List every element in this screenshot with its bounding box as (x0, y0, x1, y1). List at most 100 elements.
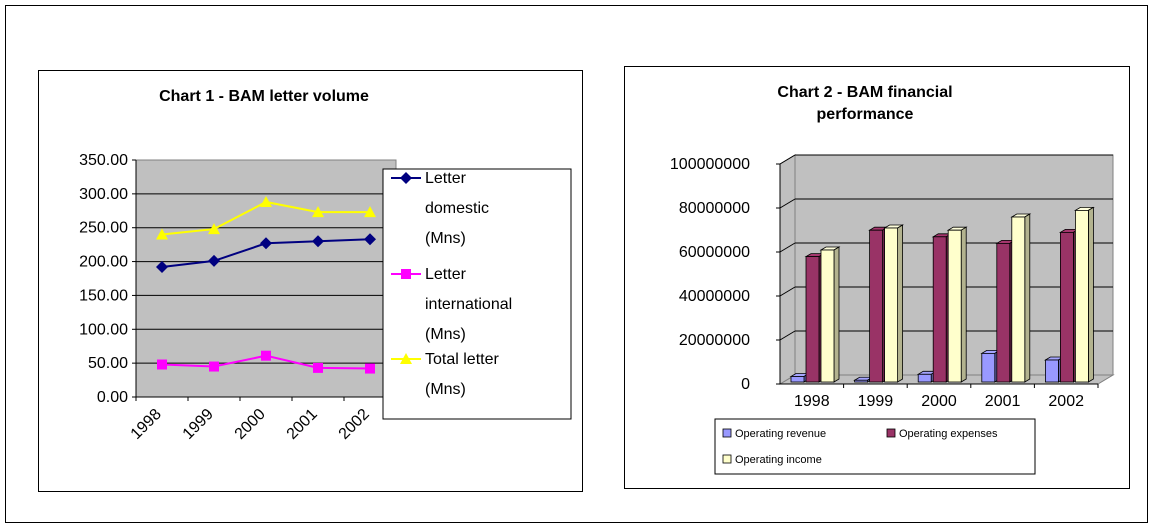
chart-2-x-tick-label: 2000 (921, 393, 957, 410)
chart-2-y-ticks: 0 20000000 40000000 60000000 80000000 1000000… (670, 156, 780, 393)
chart-2-x-tick-label: 2001 (985, 393, 1021, 410)
chart-1-data-point (156, 228, 168, 240)
chart-1-legend-marker (401, 269, 411, 279)
chart-1-data-point (157, 359, 167, 370)
chart-1-y-tick-label: 250.00 (79, 220, 128, 237)
chart-2-x-tick-label: 2002 (1048, 393, 1084, 410)
chart-1-legend-entries: Letter domestic (Mns) Letter international (M… (391, 170, 512, 398)
chart-2-title-line-1: Chart 2 - BAM financial (777, 84, 952, 101)
chart-1-y-tick-label: 50.00 (88, 355, 128, 372)
chart-2-y-tick-label: 100000000 (670, 156, 750, 173)
chart-2-legend-label: Operating revenue (735, 428, 826, 440)
chart-2-bar (805, 256, 820, 383)
chart-2-y-tick-label: 60000000 (679, 244, 750, 261)
chart-2-bar-side (897, 224, 904, 383)
chart-2-bar-side (833, 246, 840, 383)
chart-1-plot-area (135, 159, 397, 398)
chart-1-legend-marker (400, 353, 412, 364)
chart-2-gridline-side (779, 154, 796, 165)
chart-1-y-tick-label: 100.00 (79, 321, 128, 338)
chart-1-x-tick-label: 2002 (336, 406, 373, 443)
chart-2-gridline-side (779, 286, 796, 297)
chart-1-data-point (208, 254, 220, 267)
chart-2-bars (789, 206, 1095, 383)
chart-2-bar (884, 227, 899, 383)
chart-1-y-tick-label: 300.00 (79, 186, 128, 203)
chart-2-bar-side (1024, 213, 1031, 383)
chart-1-legend-marker (400, 172, 412, 184)
chart-2-bar (1059, 231, 1074, 383)
chart-2-panel: Chart 2 - BAM financial performance 0 200… (624, 66, 1130, 489)
chart-2-bar-side (1087, 206, 1094, 383)
chart-2-title-line-2: performance (817, 106, 914, 123)
chart-1-x-tick-label: 1998 (128, 406, 165, 443)
chart-2-legend-swatch (722, 454, 732, 464)
chart-2-y-tick-label: 0 (741, 376, 750, 393)
chart-1-legend-label: Letter (425, 170, 467, 187)
chart-2-bar (820, 249, 835, 383)
chart-1-data-point (364, 206, 376, 218)
chart-1-title: Chart 1 - BAM letter volume (159, 88, 369, 105)
chart-2-y-tick-label: 20000000 (679, 332, 750, 349)
chart-2-bar-side (960, 226, 967, 383)
chart-2-x-ticks: 1998 1999 2000 2001 2002 (794, 384, 1099, 410)
chart-2-side-wall (779, 154, 796, 385)
chart-2-x-tick-label: 1998 (794, 393, 830, 410)
chart-1-data-point (313, 362, 323, 373)
chart-1-data-point (260, 237, 272, 250)
chart-2-gridline-side (779, 330, 796, 341)
chart-2-x-tick-label: 1999 (858, 393, 894, 410)
chart-1-data-point (209, 361, 219, 372)
chart-2-legend-swatch (722, 428, 732, 438)
chart-1-data-point (312, 206, 324, 218)
chart-2-bar (854, 379, 869, 383)
chart-2-bar (1044, 359, 1059, 383)
chart-1-x-tick-label: 1999 (180, 406, 217, 443)
chart-1-legend-label: Total letter (425, 351, 499, 368)
chart-1-data-point (156, 260, 168, 273)
chart-2-bar (981, 352, 996, 383)
chart-1-legend-label: international (425, 296, 512, 313)
chart-2-bar (932, 236, 947, 383)
chart-1-data-point (365, 363, 375, 374)
chart-1-data-point (364, 233, 376, 246)
chart-1-data-point (312, 235, 324, 248)
chart-1-y-tick-label: 0.00 (97, 389, 128, 406)
chart-1-gridlines (135, 160, 396, 398)
chart-1-y-tick-label: 200.00 (79, 254, 128, 271)
chart-2-bar (1074, 209, 1089, 383)
chart-1-x-ticks: 1998 1999 2000 2001 2002 (128, 397, 373, 443)
chart-2-legend-label: Operating expenses (899, 428, 998, 440)
chart-2-y-tick-label: 80000000 (679, 200, 750, 217)
chart-2-bar (790, 376, 805, 383)
chart-1-y-tick-label: 350.00 (79, 152, 128, 169)
chart-1-data-point (208, 223, 220, 235)
chart-1-y-tick-label: 150.00 (79, 287, 128, 304)
chart-1-legend (382, 168, 572, 420)
chart-2-bar (917, 373, 932, 383)
chart-1-legend-label: (Mns) (425, 230, 466, 247)
chart-2-gridline-side (779, 198, 796, 209)
chart-1-panel: Chart 1 - BAM letter volume 0.00 50.00 100… (38, 70, 583, 492)
chart-1-legend-label: (Mns) (425, 381, 466, 398)
chart-2-bar (869, 229, 884, 383)
chart-2-legend-label: Operating income (735, 454, 822, 466)
chart-1-x-tick-label: 2001 (284, 406, 321, 443)
chart-2-gridline-side (779, 242, 796, 253)
chart-2-bar (947, 229, 962, 383)
chart-2-svg: Chart 2 - BAM financial performance 0 200… (670, 84, 1115, 475)
chart-1-x-tick-label: 2000 (232, 406, 269, 443)
chart-2-legend-entries: Operating revenue Operating expenses Opera… (722, 428, 998, 466)
chart-2-bar (1011, 216, 1026, 383)
chart-2-bar (996, 242, 1011, 383)
chart-1-legend-label: domestic (425, 200, 489, 217)
chart-2-y-tick-label: 40000000 (679, 288, 750, 305)
chart-2-legend-swatch (886, 428, 896, 438)
chart-1-legend-label: (Mns) (425, 326, 466, 343)
chart-1-series (156, 195, 376, 374)
chart-1-svg: Chart 1 - BAM letter volume 0.00 50.00 100… (79, 88, 572, 443)
chart-2-legend (714, 418, 1036, 475)
chart-1-y-ticks: 0.00 50.00 100.00 150.00 200.00 250.00 300.00 3… (79, 152, 136, 406)
chart-1-data-point (261, 350, 271, 361)
chart-1-legend-label: Letter (425, 266, 467, 283)
